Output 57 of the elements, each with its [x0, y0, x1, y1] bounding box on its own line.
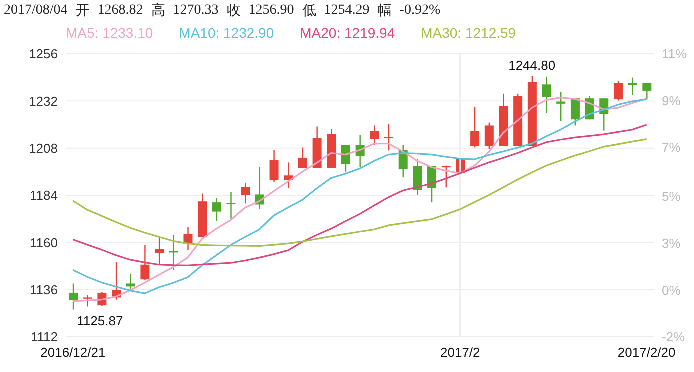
text: 1268.82	[98, 3, 144, 19]
y2-tick-label: -2%	[662, 330, 686, 345]
text: 1256.90	[248, 3, 294, 19]
text: 1270.33	[173, 3, 219, 19]
y-tick-label: 1256	[29, 46, 58, 62]
text: 2017/08/04	[4, 3, 68, 19]
y2-tick-label: 5%	[662, 189, 682, 204]
candlestick	[270, 150, 279, 183]
candlestick	[155, 236, 164, 265]
text: 高	[151, 2, 166, 20]
candlestick	[614, 80, 623, 102]
candlestick	[83, 294, 92, 308]
text: 幅	[378, 2, 392, 20]
candlestick	[212, 198, 222, 222]
text: -0.92%	[400, 3, 441, 19]
x-tick-label: 2016/12/21	[40, 345, 106, 360]
candlestick	[484, 122, 494, 150]
annotation: 1125.87	[77, 314, 124, 329]
y-tick-label: 1136	[30, 282, 58, 298]
candlestick	[628, 77, 638, 96]
y2-tick-label: 9%	[662, 93, 682, 108]
line-series	[72, 138, 648, 248]
y-tick-label: 1232	[29, 94, 58, 109]
candlestick	[556, 92, 566, 122]
candlestick	[470, 106, 480, 148]
x-tick-label: 2017/2/20	[618, 345, 676, 360]
annotation: 1244.80	[508, 58, 556, 74]
candlestick	[226, 192, 236, 220]
y2-tick-label: 7%	[662, 140, 682, 156]
candlestick	[570, 98, 580, 126]
candlestick	[69, 283, 78, 310]
candlestick	[126, 274, 136, 290]
y2-tick-label: 3%	[662, 236, 682, 252]
candlestick	[284, 162, 294, 189]
text: 收	[226, 3, 241, 20]
text: MA20: 1219.94	[300, 25, 396, 41]
candlestick	[298, 147, 308, 169]
text: MA30: 1212.59	[421, 25, 516, 41]
y-tick-label: 1160	[30, 235, 58, 250]
line-series	[72, 124, 648, 266]
y-tick-label: 1208	[29, 140, 58, 156]
candlestick	[642, 82, 652, 100]
y2-tick-label: 11%	[662, 46, 688, 62]
candlestick	[542, 76, 552, 114]
text: 1254.29	[324, 3, 370, 19]
candlestick	[241, 182, 250, 204]
candlestick	[370, 125, 380, 146]
text: MA5: 1233.10	[66, 25, 154, 41]
text: MA10: 1232.90	[179, 25, 274, 41]
y-tick-label: 1184	[30, 188, 58, 204]
y2-tick-label: 0%	[662, 282, 682, 298]
candlestick	[140, 244, 150, 282]
text: 低	[302, 3, 316, 20]
x-tick-label: 2017/2	[440, 345, 480, 360]
y-tick-label: 1112	[31, 330, 58, 345]
text: 开	[76, 3, 90, 20]
candlestick	[413, 158, 422, 196]
